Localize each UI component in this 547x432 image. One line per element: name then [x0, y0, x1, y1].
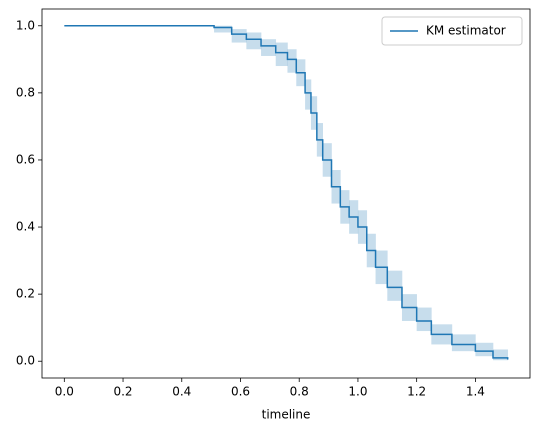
y-tick-label: 0.2 [16, 287, 35, 301]
legend-label: KM estimator [426, 24, 506, 38]
confidence-band [416, 307, 432, 332]
x-tick-label: 0.8 [290, 385, 309, 399]
km-line [64, 25, 509, 360]
confidence-band [475, 342, 494, 357]
x-tick-label: 0.0 [55, 385, 74, 399]
x-tick-label: 1.2 [407, 385, 426, 399]
confidence-band [275, 42, 288, 67]
confidence-band [261, 39, 277, 56]
y-tick-label: 0.4 [16, 220, 35, 234]
confidence-band [305, 79, 312, 110]
confidence-band [214, 25, 232, 33]
y-tick-label: 0.0 [16, 354, 35, 368]
y-tick-label: 0.6 [16, 152, 35, 166]
legend-box [381, 16, 523, 46]
plot-frame [41, 8, 531, 379]
confidence-band [231, 29, 247, 43]
confidence-band [387, 270, 403, 301]
y-tick-label: 0.8 [16, 85, 35, 99]
x-tick-label: 0.6 [231, 385, 250, 399]
confidence-band [493, 349, 508, 361]
confidence-band [246, 32, 262, 50]
x-tick-label: 0.2 [113, 385, 132, 399]
x-axis-label: timeline [262, 408, 311, 422]
x-tick-label: 1.4 [466, 385, 485, 399]
x-tick-label: 1.0 [348, 385, 367, 399]
confidence-band [287, 49, 297, 73]
y-tick-label: 1.0 [16, 18, 35, 32]
confidence-band [451, 334, 476, 352]
x-tick-label: 0.4 [172, 385, 191, 399]
